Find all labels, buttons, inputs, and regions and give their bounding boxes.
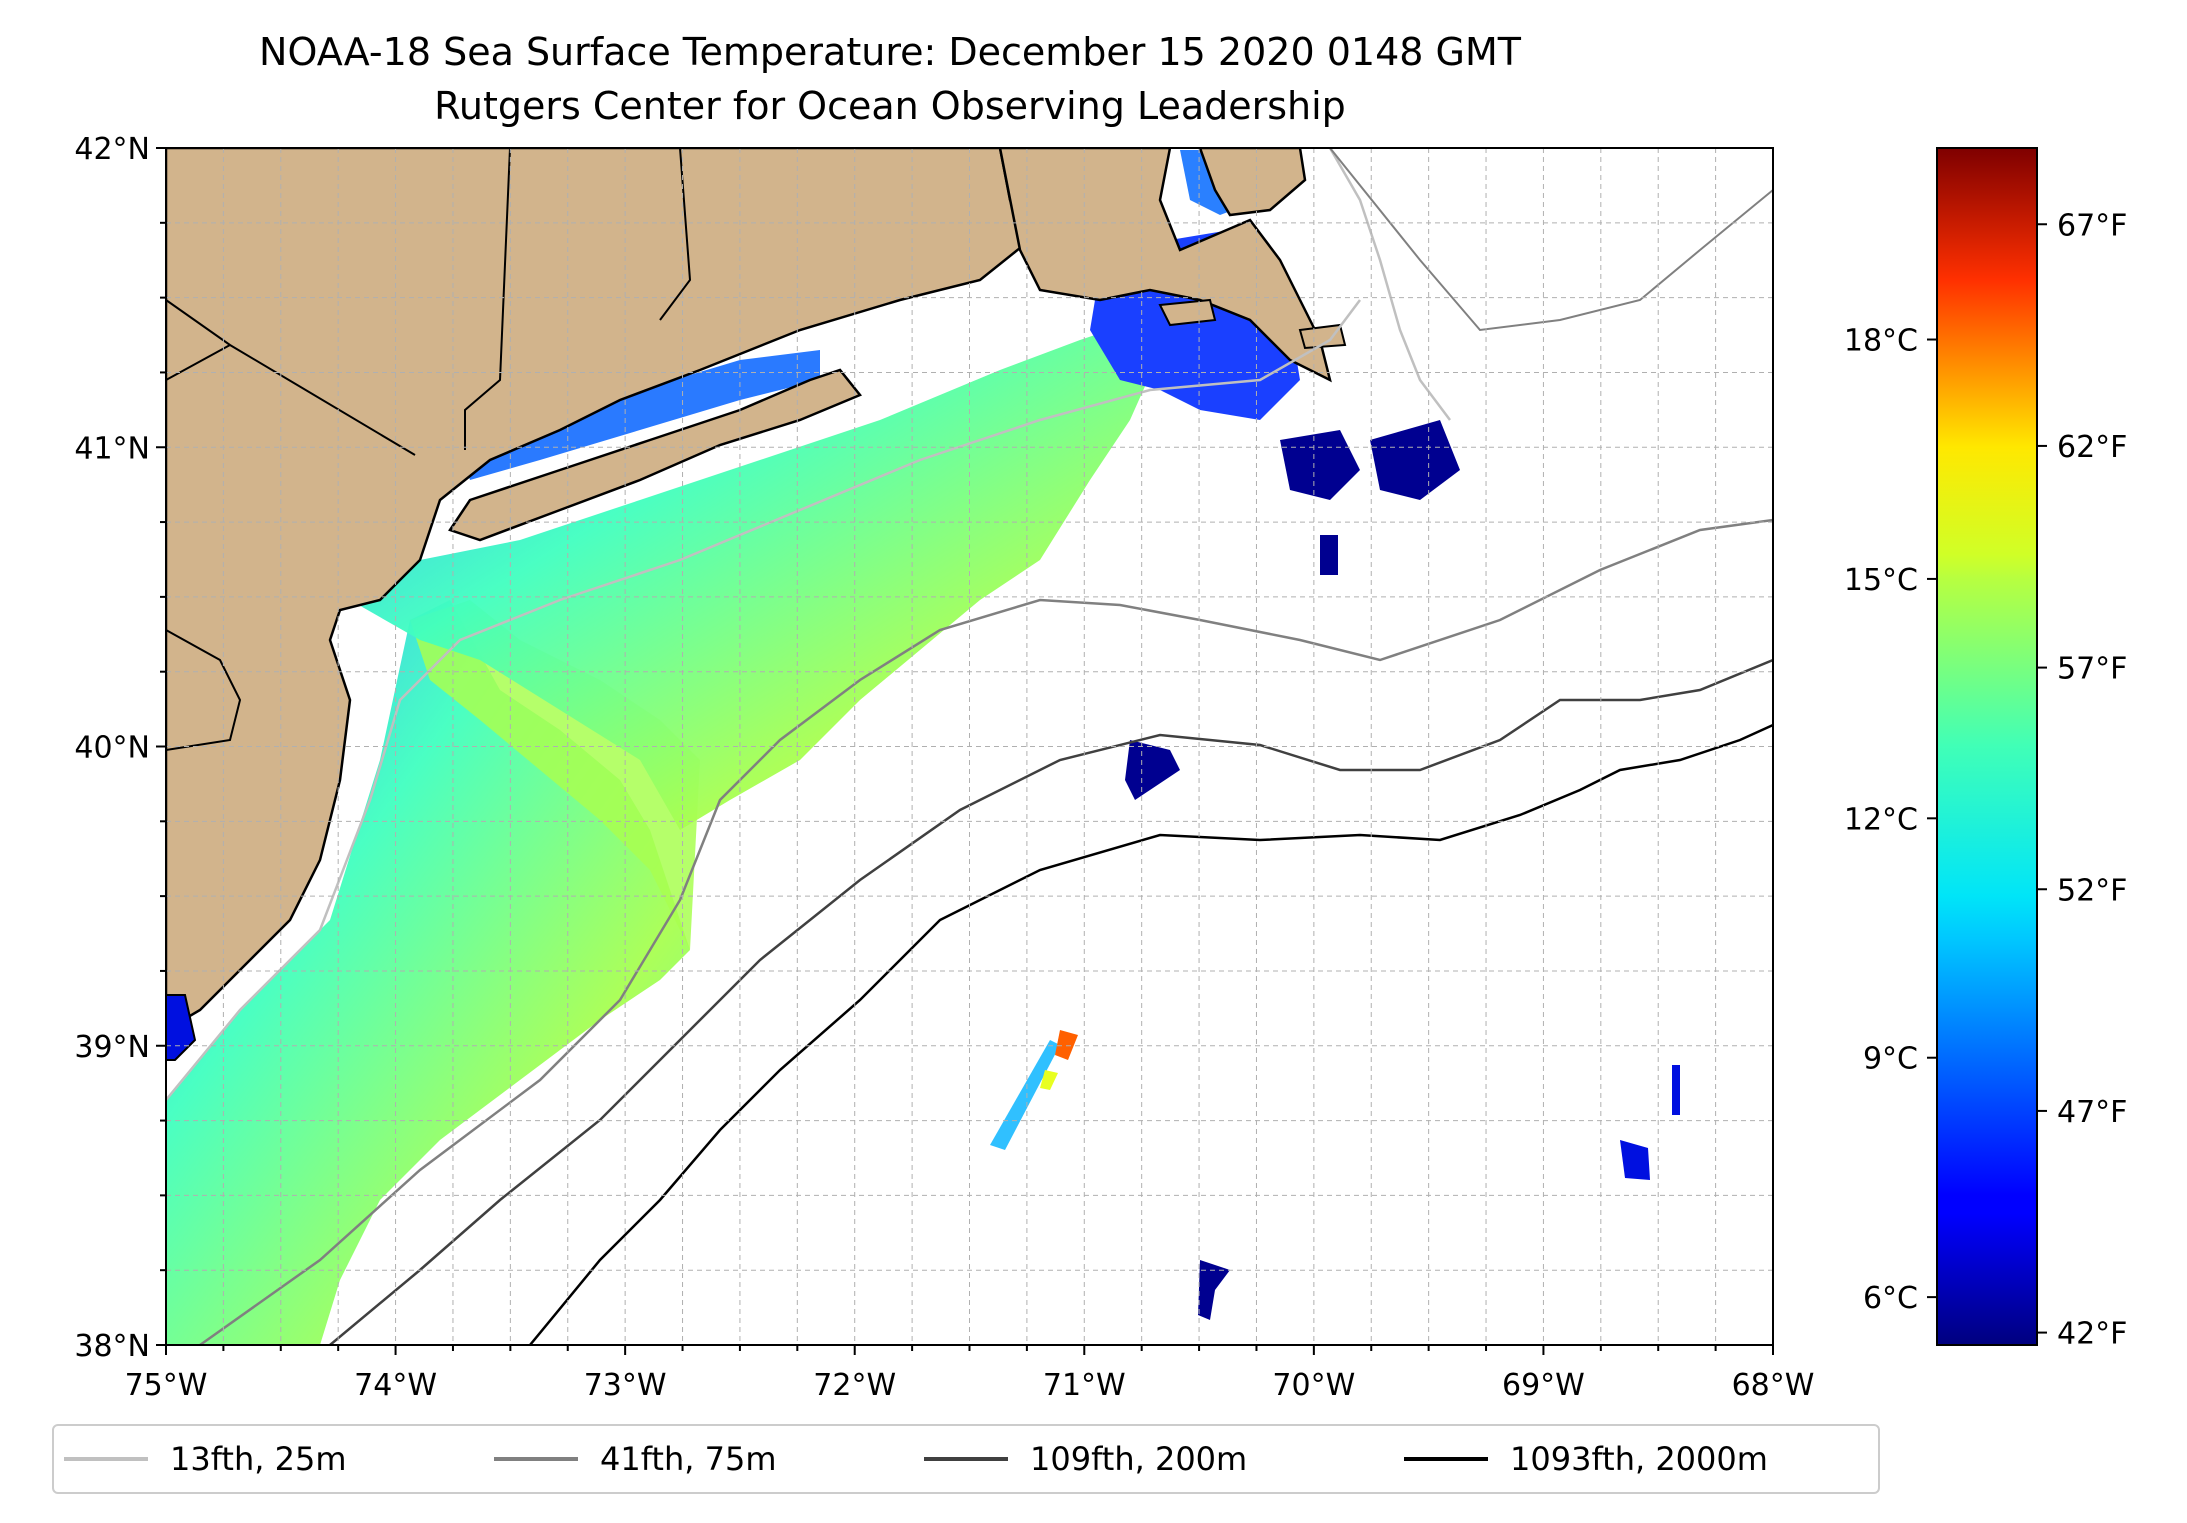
colorbar-fahrenheit-label: 42°F [2057,1317,2127,1352]
y-tick-label: 39°N [74,1030,150,1065]
legend-label-2000m: 1093fth, 2000m [1510,1440,1768,1478]
gridlines [166,148,1773,1345]
legend-line-2000m [1404,1457,1488,1461]
x-tick-label: 72°W [813,1368,896,1403]
legend-label-25m: 13fth, 25m [170,1440,347,1478]
x-tick-label: 68°W [1732,1368,1815,1403]
land-layer [166,148,1347,1061]
colorbar-fahrenheit-label: 67°F [2057,208,2127,243]
x-tick-label: 73°W [584,1368,667,1403]
colorbar-celsius-label: 12°C [1844,802,1918,837]
legend-line-75m [494,1457,578,1461]
depth-legend: 13fth, 25m 41fth, 75m 109fth, 200m 1093f… [52,1424,1880,1494]
y-tick-label: 42°N [74,132,150,167]
colorbar: 6°C 9°C 12°C 15°C 18°C 42°F 47°F 52°F 57°F 62°F 6… [1844,147,2127,1352]
y-tick-label: 41°N [74,431,150,466]
colorbar-celsius-label: 6°C [1863,1281,1918,1316]
bathymetry-contours [166,148,1773,1345]
colorbar-gradient [1936,147,2038,1346]
map-subtitle: Rutgers Center for Ocean Observing Leade… [434,84,1346,128]
colorbar-fahrenheit-label: 57°F [2057,652,2127,687]
y-tick-label: 38°N [74,1329,150,1364]
x-tick-label: 69°W [1502,1368,1585,1403]
x-tick-label: 74°W [354,1368,437,1403]
legend-item-2000m: 1093fth, 2000m [1404,1426,1768,1492]
colorbar-fahrenheit-label: 47°F [2057,1095,2127,1130]
legend-item-75m: 41fth, 75m [494,1426,776,1492]
contour-25m [166,299,1361,1101]
legend-label-200m: 109fth, 200m [1030,1440,1248,1478]
colorbar-celsius-label: 15°C [1844,563,1918,598]
contour-200m [329,658,1773,1345]
colorbar-fahrenheit-label: 62°F [2057,430,2127,465]
legend-line-200m [924,1457,1008,1461]
colorbar-fahrenheit-axis: 42°F 47°F 52°F 57°F 62°F 67°F [2037,208,2127,1352]
contour-2000m [529,723,1773,1345]
contour-25m-b [1328,148,1451,421]
legend-label-75m: 41fth, 75m [600,1440,777,1478]
y-tick-label: 40°N [74,731,150,766]
contour-75m [199,518,1773,1345]
map-title: NOAA-18 Sea Surface Temperature: Decembe… [259,30,1521,74]
x-tick-label: 71°W [1043,1368,1126,1403]
colorbar-celsius-axis: 6°C 9°C 12°C 15°C 18°C [1844,324,1937,1316]
x-axis: 75°W 74°W 73°W 72°W 71°W 70°W 69°W 68°W [125,1345,1815,1403]
legend-item-25m: 13fth, 25m [64,1426,346,1492]
x-tick-label: 70°W [1272,1368,1355,1403]
colorbar-celsius-label: 18°C [1844,324,1918,359]
y-axis: 38°N 39°N 40°N 41°N 42°N [74,132,166,1364]
colorbar-fahrenheit-label: 52°F [2057,873,2127,908]
contour-75m-b [1329,148,1773,332]
legend-line-25m [64,1457,148,1461]
legend-item-200m: 109fth, 200m [924,1426,1247,1492]
colorbar-celsius-label: 9°C [1863,1042,1918,1077]
x-tick-label: 75°W [125,1368,208,1403]
